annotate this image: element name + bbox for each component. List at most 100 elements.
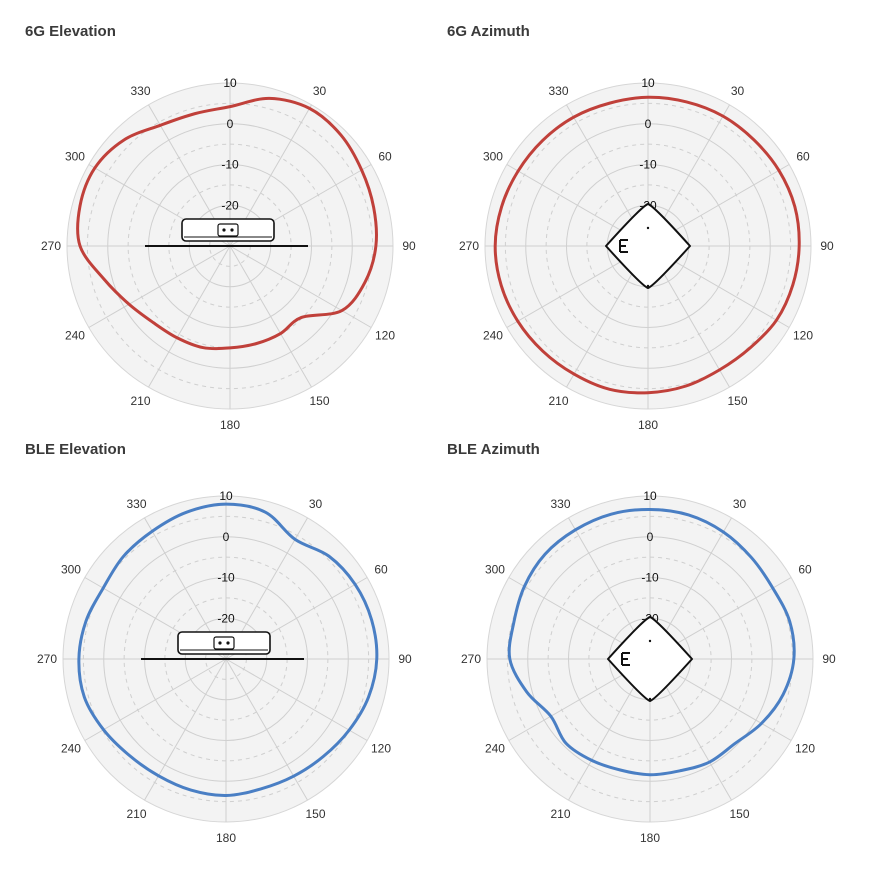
angle-label: 90 [822, 652, 836, 666]
6g-elevation-point [93, 166, 97, 170]
ble-azimuth-point [678, 769, 682, 772]
ring-label: -10 [639, 158, 657, 172]
ble-azimuth-point [687, 513, 690, 517]
angle-label: 150 [727, 394, 747, 408]
ble-azimuth-panel: BLE Azimuth 30 60 90 120 150 180 210 240 270 300 33… [447, 441, 836, 845]
angle-label: 270 [459, 239, 479, 253]
angle-label: 150 [305, 807, 325, 821]
ble-elevation-panel: BLE Elevation 30 60 90 120 150 180 210 240 270 300… [25, 441, 412, 845]
ble-elevation-point [259, 787, 262, 791]
ble-azimuth-point [549, 715, 553, 718]
ring-label: -10 [217, 571, 235, 585]
6g-elevation-point [372, 206, 375, 209]
ble-azimuth-point [648, 508, 652, 511]
angle-label: 300 [483, 150, 503, 164]
6g-elevation-title: 6G Elevation [25, 23, 116, 40]
ring-label: -20 [217, 611, 235, 625]
6g-azimuth-point [572, 372, 576, 376]
6g-elevation-point [152, 321, 155, 324]
angle-label: 330 [548, 84, 568, 98]
ble-azimuth-point [512, 621, 516, 624]
6g-elevation-point [279, 332, 282, 335]
angle-label: 30 [733, 497, 747, 511]
ble-elevation-point [370, 618, 373, 622]
6g-azimuth-point [500, 205, 503, 208]
angle-label: 210 [548, 394, 568, 408]
ring-label: 0 [647, 530, 654, 544]
6g-elevation-panel: 6G Elevation 30 60 90 120 150 180 210 240 270 300 3… [25, 23, 416, 432]
6g-elevation-point [127, 303, 131, 306]
ring-label: 10 [223, 76, 237, 90]
ble-elevation-point [151, 530, 154, 533]
ble-azimuth-point [543, 552, 547, 556]
ble-azimuth-point [750, 556, 753, 559]
angle-label: 60 [378, 150, 392, 164]
ble-elevation-point [189, 788, 193, 792]
angle-label: 120 [371, 742, 391, 756]
ble-elevation-point [367, 695, 370, 699]
angle-label: 210 [126, 807, 146, 821]
angle-label: 240 [485, 742, 505, 756]
ring-label: 10 [641, 76, 655, 90]
ble-azimuth-point [523, 585, 526, 588]
ble-elevation-point [375, 657, 378, 661]
angle-label: 180 [638, 418, 658, 432]
ring-label: -10 [641, 571, 659, 585]
angle-label: 330 [126, 497, 146, 511]
angle-label: 90 [398, 652, 412, 666]
6g-azimuth-point [646, 96, 650, 99]
angle-label: 30 [309, 497, 323, 511]
ble-elevation-point [292, 774, 295, 778]
6g-elevation-point [374, 244, 378, 248]
6g-azimuth-point [493, 244, 497, 248]
6g-elevation-point [339, 133, 343, 137]
angle-label: 300 [485, 563, 505, 577]
6g-azimuth-point [608, 101, 611, 105]
ble-azimuth-point [609, 512, 613, 516]
ble-elevation-point [122, 555, 125, 558]
6g-azimuth-panel: 6G Azimuth 30 60 90 120 150 180 210 240 270 300 330… [447, 23, 834, 432]
device-icon [141, 631, 304, 660]
device-icon [607, 616, 693, 702]
angle-label: 240 [483, 329, 503, 343]
angle-label: 240 [65, 329, 85, 343]
ble-azimuth-point [590, 759, 593, 762]
6g-elevation-point [268, 97, 271, 100]
6g-azimuth-point [775, 318, 778, 322]
angle-label: 60 [796, 150, 810, 164]
ble-elevation-point [224, 502, 228, 506]
ble-azimuth-point [574, 528, 577, 532]
angle-label: 180 [640, 831, 660, 845]
6g-elevation-point [175, 336, 179, 339]
6g-azimuth-point [797, 244, 801, 248]
angle-label: 120 [793, 329, 813, 343]
angle-label: 330 [130, 84, 150, 98]
ring-label: 10 [643, 489, 657, 503]
angle-label: 60 [374, 563, 388, 577]
ble-elevation-point [293, 538, 297, 541]
6g-azimuth-point [646, 391, 650, 394]
6g-azimuth-point [748, 346, 752, 350]
ble-azimuth-point [722, 530, 725, 534]
angle-label: 330 [550, 497, 570, 511]
ble-elevation-point [101, 586, 105, 590]
ble-elevation-point [353, 583, 357, 586]
ble-elevation-point [83, 695, 86, 699]
6g-elevation-point [228, 105, 232, 108]
6g-azimuth-point [718, 368, 721, 372]
grid-spoke [225, 658, 368, 741]
ring-label: -20 [221, 198, 239, 212]
ble-azimuth-point [648, 773, 652, 776]
6g-elevation-point [360, 168, 363, 172]
ble-azimuth-point [760, 722, 763, 725]
ble-elevation-point [322, 755, 325, 758]
6g-elevation-point [78, 244, 82, 248]
6g-elevation-point [159, 124, 162, 127]
6g-azimuth-point [608, 388, 611, 391]
angle-label: 30 [731, 84, 745, 98]
6g-elevation-point [300, 316, 303, 319]
6g-azimuth-point [541, 349, 545, 353]
6g-azimuth-point [516, 169, 520, 173]
6g-azimuth-point [791, 283, 795, 287]
